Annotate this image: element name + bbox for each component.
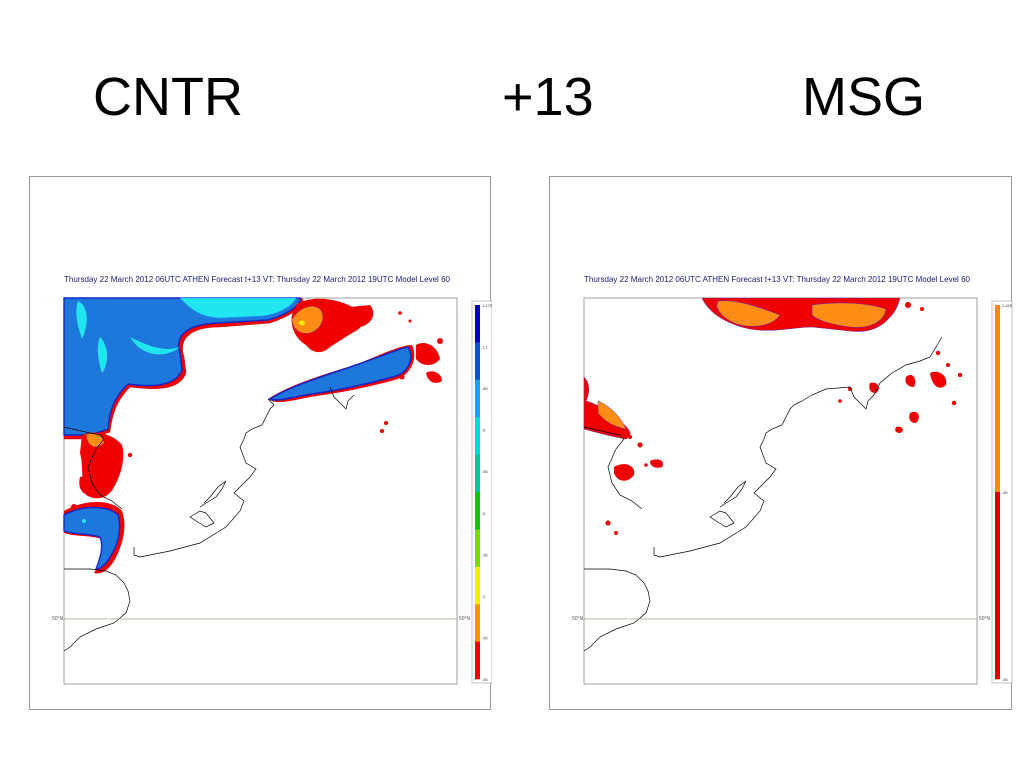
cloud-streak-cyan-3	[130, 337, 180, 355]
colorbar-segment	[475, 529, 480, 568]
cloud-region-blue-lower	[63, 506, 121, 570]
colorbar-label: 1.175	[482, 303, 492, 308]
lat-label-left: 50°N	[572, 616, 584, 622]
colorbar-segment	[475, 454, 480, 493]
map-figure-msg: Thursday 22 March 2012 06UTC ATHEN Forec…	[572, 274, 1013, 685]
cloud-region-orange-top-2	[811, 302, 887, 328]
cloud-dot-red	[71, 504, 77, 510]
colorbar-segment	[995, 305, 1000, 493]
colorbar-label: .65	[482, 469, 488, 474]
colorbar-segment	[475, 379, 480, 418]
colorbar-msg: 1.425 .65 .05	[995, 303, 1013, 682]
cloud-dot-cyan	[82, 519, 86, 523]
colorbar-segment	[475, 342, 480, 381]
coastline	[583, 336, 943, 558]
colorbar-cntr: 1.175 1.1 .85 .6 .65 .5 .35 .2 .05 .05	[475, 303, 492, 682]
title-left: CNTR	[93, 67, 243, 127]
map-content	[63, 297, 457, 652]
cloud-region-orange-top	[291, 306, 323, 334]
cloud-streak-cyan-1	[76, 301, 87, 339]
title-center: +13	[502, 67, 594, 127]
cloud-region-orange-top-1	[716, 300, 781, 327]
map-panel-msg: Thursday 22 March 2012 06UTC ATHEN Forec…	[549, 176, 1013, 710]
colorbar-segment	[475, 492, 480, 530]
map-panel-cntr: Thursday 22 March 2012 06UTC ATHEN Forec…	[29, 176, 492, 710]
cloud-core-yellow	[299, 320, 305, 326]
cloud-region-cyan	[179, 297, 297, 319]
cloud-band-blue	[268, 346, 412, 401]
colorbar-label: .6	[482, 428, 486, 433]
colorbar-label: 1.1	[482, 345, 488, 350]
cloud-scatter-red-right	[380, 311, 443, 433]
cloud-streak-cyan-2	[97, 337, 108, 373]
colorbar-label: .05	[482, 677, 488, 682]
lat-label-left: 50°N	[52, 616, 64, 622]
colorbar-segment	[995, 492, 1000, 680]
cloud-region-red-right	[330, 305, 374, 329]
cloud-scatter-red-right	[838, 350, 963, 433]
colorbar-label: .05	[1002, 677, 1008, 682]
cloud-scatter-red-left	[79, 432, 133, 499]
cloud-region-blue-inner	[63, 297, 301, 436]
colorbar-segment	[475, 566, 480, 605]
map-frame	[583, 297, 978, 685]
map-content	[583, 297, 977, 652]
map-header: Thursday 22 March 2012 06UTC ATHEN Forec…	[584, 274, 970, 284]
colorbar-label: .5	[482, 511, 486, 516]
colorbar-segment	[475, 417, 480, 455]
colorbar-segment	[475, 604, 480, 642]
colorbar-label: .35	[482, 552, 488, 557]
cloud-scatter-red-left	[605, 435, 664, 535]
coastline-peninsula	[709, 480, 747, 528]
coastline-peninsula	[189, 480, 227, 528]
map-header: Thursday 22 March 2012 06UTC ATHEN Forec…	[64, 274, 450, 284]
coastline	[63, 386, 355, 558]
lat-label-right: 50°N	[979, 616, 991, 622]
colorbar-segment	[475, 641, 480, 680]
map-figure-cntr: Thursday 22 March 2012 06UTC ATHEN Forec…	[52, 274, 492, 685]
cloud-region-orange-left	[597, 400, 627, 430]
colorbar-label: .65	[1002, 490, 1008, 495]
colorbar-label: .05	[482, 635, 488, 640]
colorbar-label: .2	[482, 594, 486, 599]
coastline-west	[583, 568, 651, 652]
title-right: MSG	[802, 67, 926, 127]
coastline-west	[63, 568, 131, 652]
cloud-scatter-red-top	[887, 298, 924, 311]
colorbar-label: 1.425	[1002, 303, 1013, 308]
colorbar-label: .85	[482, 386, 488, 391]
lat-label-right: 50°N	[459, 616, 471, 622]
colorbar-segment	[475, 305, 480, 343]
